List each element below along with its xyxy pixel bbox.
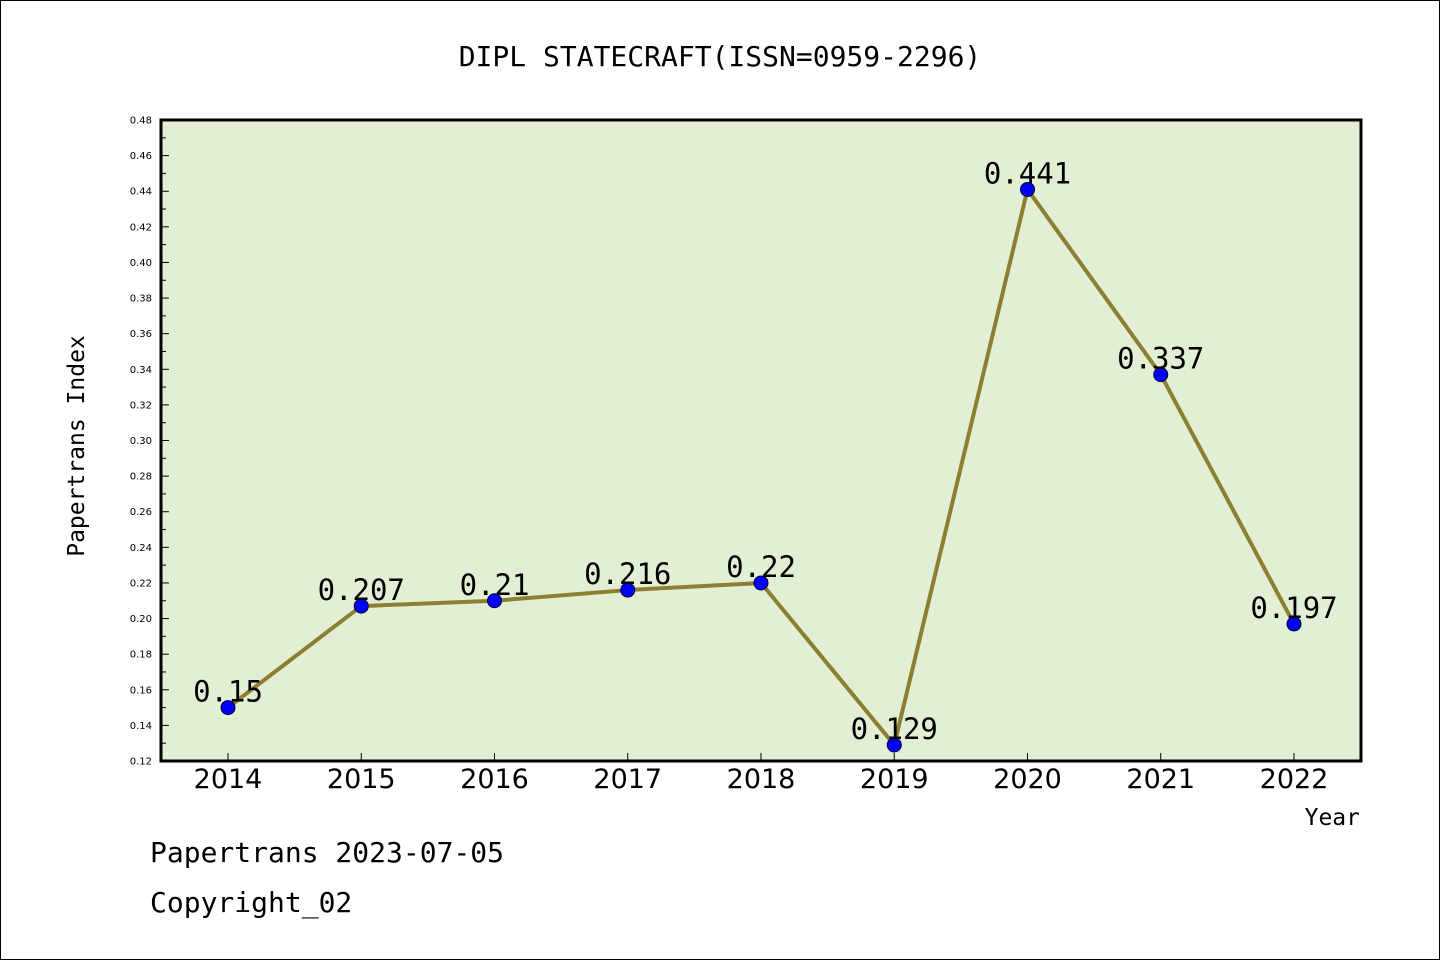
data-point	[620, 582, 636, 598]
data-point	[487, 593, 502, 609]
y-tick-label: 0.14	[130, 721, 152, 732]
data-point	[353, 598, 369, 614]
x-axis: 2014 2015 2016 2017 2018 2019 2020 2021 2022	[194, 753, 1329, 795]
footer-copyright-text: Copyright_02	[150, 886, 353, 919]
data-label: 0.441	[984, 156, 1071, 190]
x-tick-label: 2019	[860, 764, 929, 795]
y-tick-label: 0.20	[130, 614, 152, 625]
data-label: 0.129	[851, 712, 938, 746]
y-tick-label: 0.34	[130, 365, 152, 376]
y-tick-label: 0.16	[130, 685, 152, 696]
chart-title: DIPL STATECRAFT(ISSN=0959-2296)	[459, 40, 982, 73]
data-label: 0.15	[193, 675, 263, 709]
data-point	[220, 700, 236, 716]
x-tick-label: 2021	[1126, 764, 1195, 795]
y-tick-label: 0.42	[130, 222, 152, 233]
y-tick-label: 0.40	[130, 258, 152, 269]
y-axis-label: Papertrans Index	[64, 335, 90, 557]
data-point	[753, 575, 769, 591]
data-label: 0.197	[1250, 591, 1337, 625]
y-tick-label: 0.36	[130, 329, 152, 340]
data-point	[1153, 367, 1169, 383]
y-tick-label: 0.30	[130, 436, 152, 447]
y-tick-label: 0.12	[130, 757, 152, 768]
data-label: 0.207	[318, 573, 405, 607]
y-tick-label: 0.28	[130, 472, 152, 483]
data-label: 0.21	[460, 568, 530, 602]
x-tick-label: 2014	[194, 764, 263, 795]
y-tick-label: 0.38	[130, 294, 152, 305]
x-tick-label: 2018	[727, 764, 796, 795]
x-tick-label: 2017	[593, 764, 662, 795]
data-point	[886, 737, 902, 753]
x-tick-label: 2022	[1260, 764, 1329, 795]
y-tick-label: 0.46	[130, 151, 152, 162]
y-tick-label: 0.44	[130, 187, 152, 198]
x-tick-label: 2016	[460, 764, 529, 795]
plot-area	[159, 118, 1363, 763]
y-tick-label: 0.24	[130, 543, 152, 554]
data-label: 0.22	[726, 550, 796, 584]
footer-date-text: Papertrans 2023-07-05	[150, 836, 505, 869]
x-tick-label: 2015	[327, 764, 396, 795]
data-point	[1286, 616, 1302, 632]
data-label: 0.216	[584, 557, 671, 591]
y-axis: 0.12 0.14 0.16 0.18 0.20 0.22 0.24 0.26 0.28 0.30…	[130, 116, 169, 768]
y-tick-label: 0.32	[130, 400, 152, 411]
y-tick-label: 0.26	[130, 507, 152, 518]
y-tick-label: 0.22	[130, 578, 152, 589]
y-tick-label: 0.48	[130, 116, 152, 127]
data-point	[1020, 181, 1035, 197]
y-tick-label: 0.18	[130, 650, 152, 661]
x-axis-label: Year	[1305, 805, 1360, 831]
data-label: 0.337	[1117, 342, 1204, 376]
x-tick-label: 2020	[993, 764, 1062, 795]
series-group: 0.15 0.207 0.21 0.216 0.22 0.129 0.441 0.337 0.1…	[193, 156, 1338, 753]
